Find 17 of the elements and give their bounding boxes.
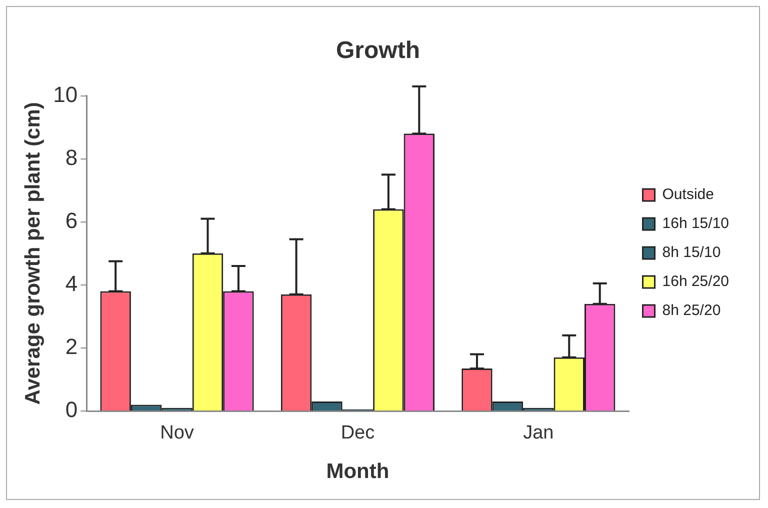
legend-label: 8h 15/10 xyxy=(662,244,721,262)
chart-title: Growth xyxy=(336,37,420,64)
x-tick-label: Jan xyxy=(523,422,554,444)
y-tick-label: 2 xyxy=(65,334,78,360)
y-tick-label: 10 xyxy=(53,82,78,107)
legend-label: 8h 25/20 xyxy=(662,302,721,320)
y-tick-label: 0 xyxy=(65,397,78,422)
x-tick-label: Dec xyxy=(340,422,375,444)
legend-label: Outside xyxy=(662,186,714,204)
y-tick-label: 4 xyxy=(65,270,78,296)
legend-label: 16h 15/10 xyxy=(662,215,730,232)
x-tick-label: Nov xyxy=(160,422,194,444)
y-tick-label: 6 xyxy=(65,208,78,233)
legend-label: 16h 25/20 xyxy=(662,273,730,290)
x-axis-title: Month xyxy=(326,460,390,484)
y-axis-title: Average growth per plant (cm) xyxy=(21,102,44,405)
y-tick-label: 8 xyxy=(65,144,78,170)
